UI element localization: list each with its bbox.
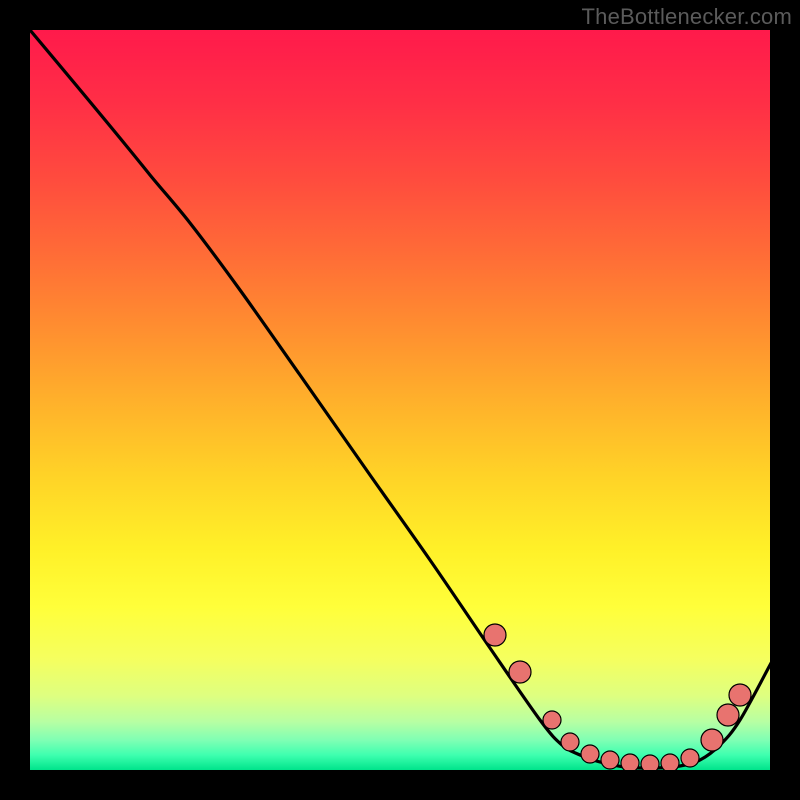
curve-marker	[701, 729, 723, 751]
bottleneck-curve-chart	[0, 0, 800, 800]
curve-marker	[621, 754, 639, 772]
curve-marker	[561, 733, 579, 751]
curve-marker	[661, 754, 679, 772]
curve-marker	[484, 624, 506, 646]
curve-marker	[581, 745, 599, 763]
curve-marker	[509, 661, 531, 683]
curve-marker	[543, 711, 561, 729]
watermark-text: TheBottlenecker.com	[582, 4, 792, 30]
curve-marker	[717, 704, 739, 726]
chart-stage: TheBottlenecker.com	[0, 0, 800, 800]
plot-background	[30, 30, 770, 770]
curve-marker	[641, 755, 659, 773]
curve-marker	[729, 684, 751, 706]
curve-marker	[601, 751, 619, 769]
curve-marker	[681, 749, 699, 767]
